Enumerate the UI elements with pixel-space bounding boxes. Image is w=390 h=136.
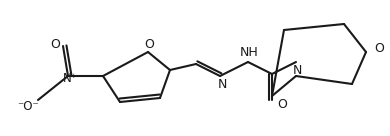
Text: O: O: [144, 38, 154, 50]
Text: NH: NH: [239, 47, 258, 60]
Text: N: N: [217, 78, 227, 90]
Text: O: O: [50, 38, 60, 50]
Text: N⁺: N⁺: [62, 72, 78, 84]
Text: ⁻O⁻: ⁻O⁻: [17, 101, 39, 114]
Text: N: N: [292, 64, 302, 76]
Text: O: O: [374, 42, 384, 55]
Text: O: O: [277, 98, 287, 110]
